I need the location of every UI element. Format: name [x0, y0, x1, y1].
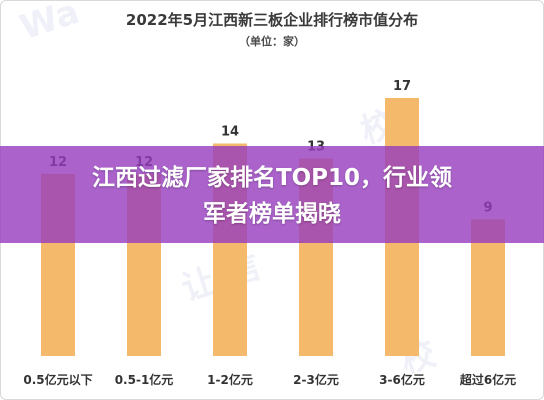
x-tick-label-1: 0.5-1亿元 [115, 372, 174, 387]
headline-line-2: 军者榜单揭晓 [203, 201, 341, 227]
headline-banner [0, 146, 544, 243]
x-tick-label-0: 0.5亿元以下 [23, 372, 92, 387]
chart-subtitle: （单位：家） [239, 35, 305, 48]
headline-line-1: 江西过滤厂家排名TOP10，行业领 [91, 165, 453, 191]
bar-value-label-2: 14 [221, 124, 239, 139]
bar-value-label-4: 17 [393, 79, 411, 94]
x-tick-label-3: 2-3亿元 [293, 372, 339, 387]
x-tick-label-4: 3-6亿元 [379, 372, 425, 387]
headline-text: 江西过滤厂家排名TOP10，行业领 军者榜单揭晓 [0, 160, 544, 232]
x-tick-label-5: 超过6亿元 [459, 372, 516, 387]
chart-title: 2022年5月江西新三板企业排行榜市值分布 [125, 11, 419, 29]
x-tick-label-2: 1-2亿元 [207, 372, 253, 387]
